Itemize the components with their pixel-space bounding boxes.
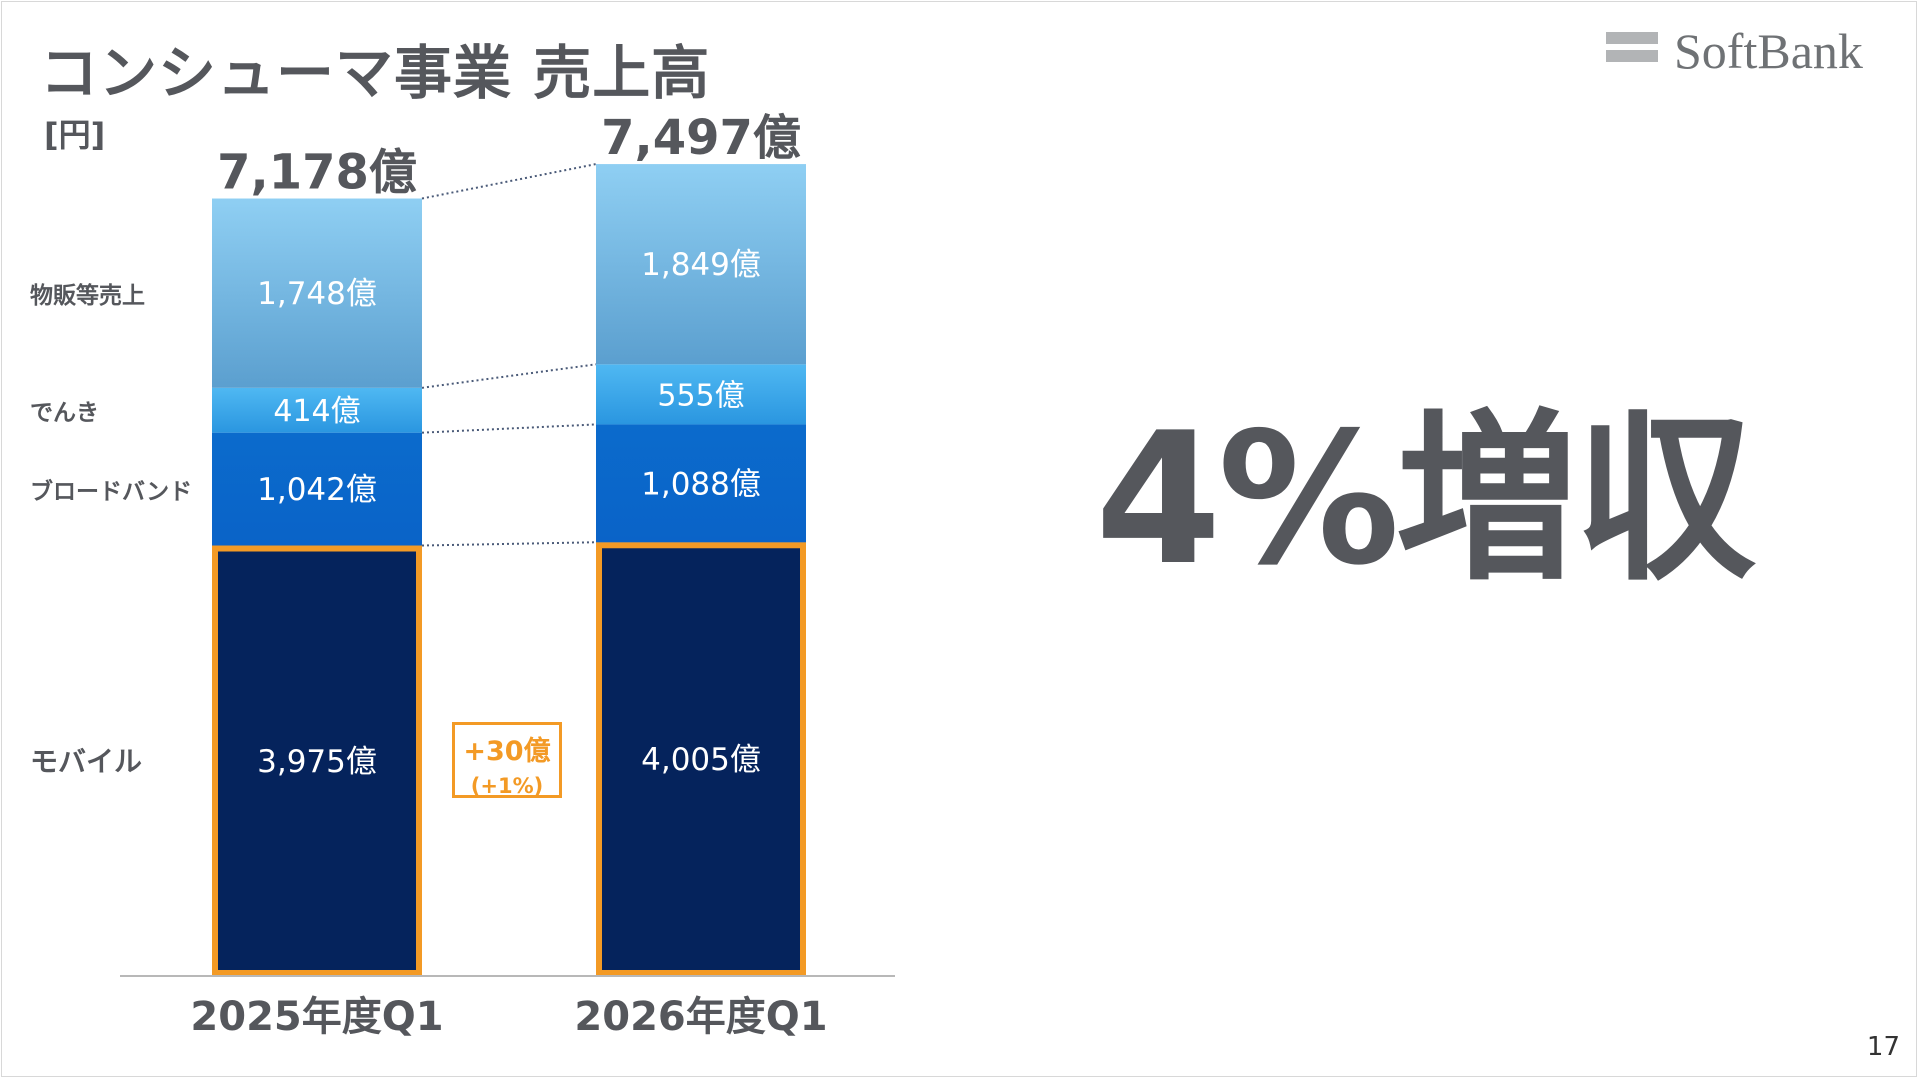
bar-broadband-1 [212, 432, 422, 546]
mobile-highlight-outline-2 [596, 542, 806, 976]
segment-value-label: 1,849億 [641, 247, 761, 283]
legend-label: モバイル [30, 745, 142, 778]
connector-line [421, 423, 597, 434]
bar-merchandise-2 [596, 164, 806, 365]
bar-broadband-2 [596, 424, 806, 543]
unit-label: [円] [44, 116, 106, 154]
page-number: 17 [1866, 1032, 1900, 1062]
softbank-logo: SoftBank [1606, 23, 1896, 79]
mobile-highlight-outline-1 [212, 545, 422, 976]
bar-mobile-1 [212, 545, 422, 976]
segment-value-label: 1,088億 [641, 466, 761, 502]
segment-value-label: 3,975億 [257, 744, 377, 780]
delta-value: +30億 [463, 736, 551, 767]
growth-headline: 4%増収 [1095, 393, 1756, 605]
delta-percent: (+1%) [470, 774, 544, 798]
segment-value-label: 1,042億 [257, 472, 377, 508]
category-label: 2025年度Q1 [190, 994, 443, 1040]
legend-label: ブロードバンド [30, 478, 192, 505]
total-label: 7,178億 [217, 145, 417, 201]
legend-label: 物販等売上 [30, 282, 145, 309]
connector-line [421, 363, 597, 389]
connector-line [421, 541, 597, 547]
connector-line [421, 163, 597, 200]
segment-value-label: 1,748億 [257, 276, 377, 312]
logo-text: SoftBank [1674, 23, 1863, 79]
bar-denki-1 [212, 387, 422, 433]
bar-merchandise-1 [212, 198, 422, 388]
category-label: 2026年度Q1 [574, 994, 827, 1040]
bar-denki-2 [596, 364, 806, 425]
segment-value-label: 414億 [273, 394, 360, 429]
delta-badge: +30億 (+1%) [452, 722, 562, 798]
total-label: 7,497億 [601, 110, 801, 166]
bar-mobile-2 [596, 542, 806, 976]
logo-bars-icon [1606, 32, 1658, 68]
page-title: コンシューマ事業 売上高 [40, 39, 711, 107]
segment-value-label: 4,005億 [641, 742, 761, 778]
legend-label: でんき [30, 400, 99, 426]
segment-value-label: 555億 [657, 378, 744, 413]
